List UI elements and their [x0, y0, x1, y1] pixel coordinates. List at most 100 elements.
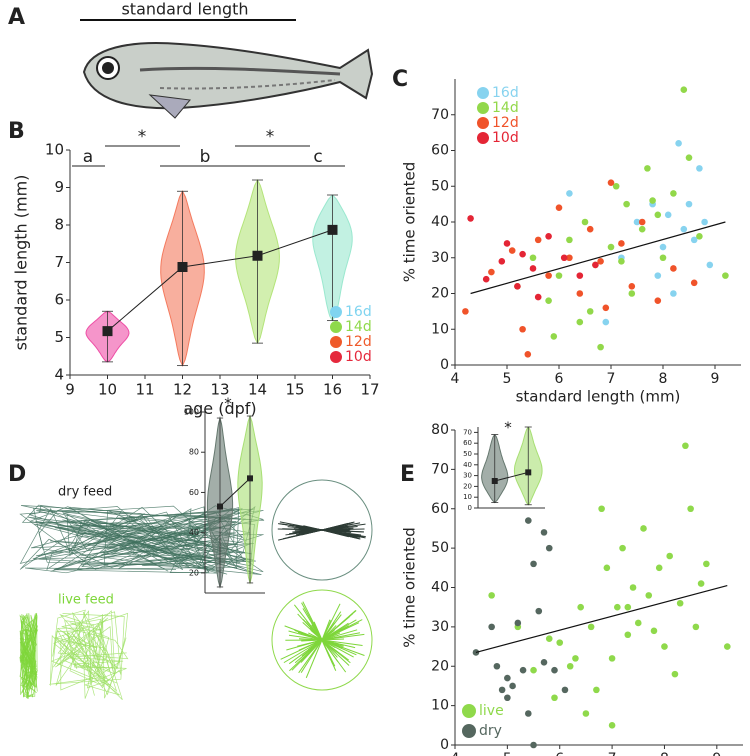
data-point: [608, 655, 616, 662]
heading-ray: [288, 630, 323, 641]
data-point: [504, 674, 511, 682]
data-point: [493, 662, 501, 670]
mean-line: [219, 478, 251, 507]
x-tick-label: 9: [65, 381, 75, 399]
panel-label: B: [8, 119, 25, 144]
y-tick-label: 100: [184, 408, 199, 417]
y-axis-label: % time oriented: [401, 527, 419, 648]
heading-ray: [298, 639, 323, 651]
data-point: [607, 179, 615, 186]
x-tick-label: 17: [360, 381, 379, 399]
legend-swatch: [462, 724, 476, 738]
data-point: [545, 297, 552, 304]
data-point: [638, 218, 646, 226]
data-point: [654, 297, 662, 304]
heading-burst-dry: [277, 521, 366, 541]
heading-ray: [321, 639, 334, 664]
y-tick-label: 0: [440, 357, 449, 373]
panel-label: C: [392, 67, 408, 92]
data-point: [577, 603, 584, 611]
data-point: [566, 662, 574, 670]
x-tick-label: 13: [210, 381, 229, 399]
y-axis-label: standard length (mm): [12, 175, 31, 351]
data-point: [467, 215, 474, 222]
significance-label: *: [266, 127, 275, 147]
data-point: [670, 190, 677, 197]
data-point: [519, 325, 526, 333]
x-axis-label: age (dpf): [183, 399, 256, 418]
data-point: [525, 710, 532, 717]
y-tick-label: 0: [468, 504, 472, 512]
data-point: [690, 279, 698, 287]
data-point: [612, 182, 620, 190]
heading-ray: [321, 616, 351, 641]
heading-ray: [321, 633, 365, 641]
data-point: [566, 190, 573, 197]
data-point: [654, 272, 662, 279]
data-point: [685, 154, 693, 161]
data-point: [696, 165, 703, 172]
data-point: [508, 247, 516, 254]
data-point: [659, 254, 667, 262]
data-point: [680, 86, 688, 94]
legend-swatch: [330, 336, 342, 348]
y-tick-label: 6: [54, 291, 64, 309]
legend-label: dry: [479, 723, 502, 739]
data-point: [462, 308, 469, 315]
y-tick-label: 20: [431, 286, 449, 302]
y-tick-label: 40: [431, 214, 449, 230]
legend-label: 16d: [345, 304, 372, 320]
heading-ray: [321, 629, 358, 641]
x-tick-label: 7: [608, 751, 617, 756]
data-point: [598, 505, 605, 513]
mean-marker: [327, 224, 338, 235]
y-tick-label: 4: [54, 366, 64, 384]
x-tick-label: 9: [711, 371, 720, 387]
significance-label: *: [138, 127, 147, 147]
data-point: [703, 560, 710, 568]
y-axis-label: % time oriented: [401, 162, 419, 283]
data-point: [649, 197, 656, 204]
heading-ray: [321, 639, 347, 673]
y-tick-label: 50: [431, 178, 449, 194]
heading-ray: [289, 639, 323, 672]
data-point: [634, 619, 642, 627]
y-tick-label: 0: [440, 737, 449, 753]
legend-label: 12d: [345, 334, 372, 350]
x-tick-label: 12: [173, 381, 192, 399]
data-point: [498, 686, 506, 694]
data-point: [682, 442, 689, 450]
data-point: [619, 544, 626, 552]
legend-swatch: [477, 132, 489, 144]
x-tick-label: 5: [503, 751, 512, 756]
data-point: [670, 290, 677, 297]
y-tick-label: 60: [431, 143, 449, 159]
data-point: [696, 233, 703, 240]
x-tick-label: 4: [451, 371, 460, 387]
data-point: [661, 643, 668, 650]
data-point: [706, 261, 714, 269]
significance-label: *: [224, 395, 232, 413]
data-point: [566, 254, 573, 262]
y-tick-label: 50: [463, 450, 472, 458]
y-tick-label: 10: [463, 493, 472, 501]
y-tick-label: 60: [189, 488, 199, 497]
mean-marker: [247, 475, 253, 482]
y-tick-label: 7: [54, 253, 64, 271]
legend-label: 12d: [492, 115, 519, 131]
y-tick-label: 40: [431, 580, 449, 596]
data-point: [534, 293, 542, 301]
heading-ray: [283, 639, 323, 664]
data-point: [576, 290, 584, 297]
data-point: [676, 599, 684, 607]
data-point: [650, 627, 658, 635]
y-tick-label: 70: [431, 461, 449, 477]
significance-label: b: [200, 147, 211, 167]
data-point: [530, 666, 537, 674]
data-point: [581, 218, 589, 226]
data-point: [488, 592, 495, 599]
data-point: [576, 272, 584, 279]
dry-trajectory: [19, 504, 265, 575]
data-point: [586, 225, 594, 233]
